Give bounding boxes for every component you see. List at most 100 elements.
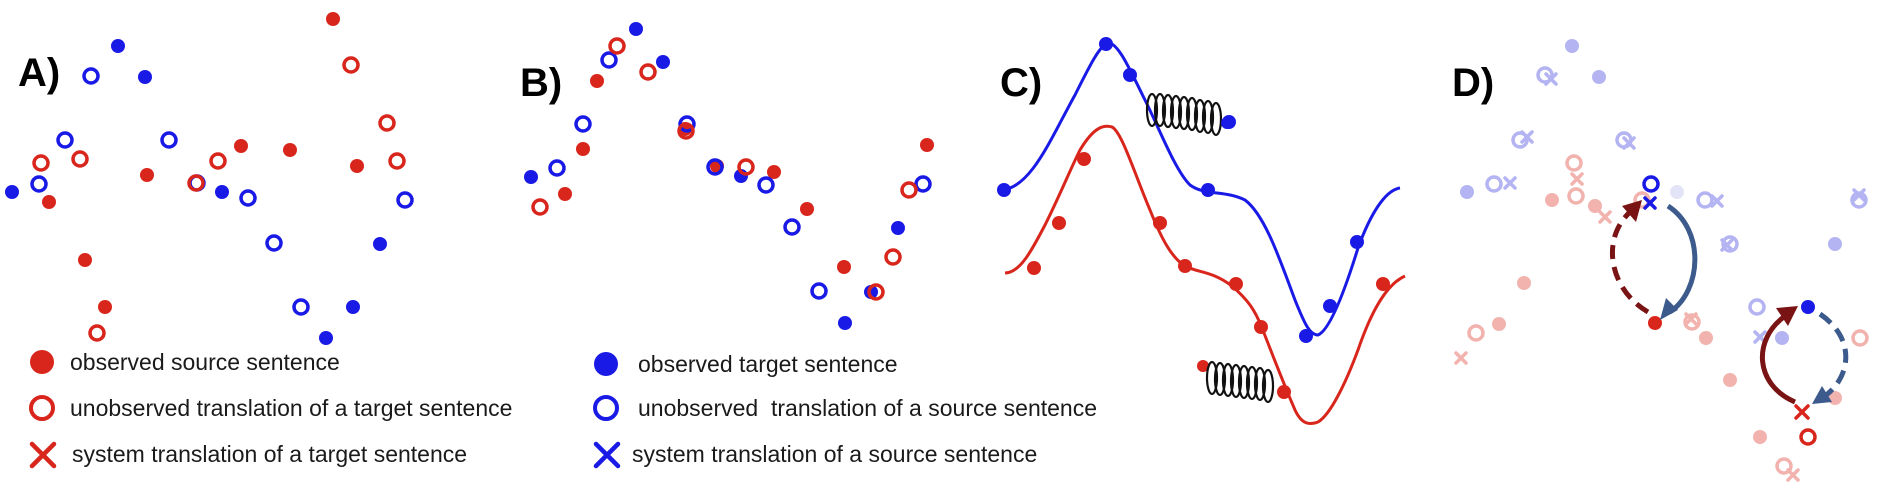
observed-target-point — [864, 285, 878, 299]
figure-mark — [1213, 361, 1227, 397]
panel-b: B) — [520, 22, 934, 330]
observed-target-point — [138, 70, 152, 84]
unobserved-target-translation-point — [531, 198, 549, 216]
source-curve — [1004, 124, 1406, 425]
observed-target-point — [629, 22, 643, 36]
observed-source-point — [1077, 152, 1091, 166]
legend-marker-unobserved-source-translation — [593, 395, 619, 421]
figure-mark — [1565, 154, 1583, 172]
observed-target-point — [997, 183, 1011, 197]
unobserved-source-translation-point — [600, 51, 618, 69]
observed-source-point — [234, 139, 248, 153]
unobserved-source-translation-point — [292, 298, 310, 316]
figure-mark — [1567, 187, 1585, 205]
unobserved-target-translation-point — [71, 150, 89, 168]
figure-mark — [1205, 360, 1219, 396]
unobserved-source-translation-point — [678, 115, 696, 133]
system-source-translation-point — [1643, 196, 1657, 210]
unobserved-source-translation-point — [30, 175, 48, 193]
observed-source-point — [326, 12, 340, 26]
arrow-dashed-down — [1818, 311, 1849, 401]
figure-mark — [1670, 185, 1684, 199]
observed-target-point — [1323, 299, 1337, 313]
figure-mark — [1775, 457, 1793, 475]
observed-source-point — [1254, 320, 1268, 334]
legend-label-unobserved-target-translation: unobserved translation of a target sente… — [70, 395, 512, 421]
observed-source-point — [98, 300, 112, 314]
unobserved-source-translation-point — [56, 131, 74, 149]
figure-mark — [1828, 237, 1842, 251]
unobserved-source-translation-point — [757, 176, 775, 194]
figure-mark — [1467, 324, 1485, 342]
figure-mark — [1503, 176, 1517, 190]
figure-mark — [1520, 130, 1534, 144]
observed-source-point — [1376, 277, 1390, 291]
figure-mark — [1812, 386, 1832, 404]
figure-mark — [1753, 430, 1767, 444]
unobserved-target-translation-point — [677, 122, 695, 140]
observed-target-point — [373, 237, 387, 251]
observed-source-point — [283, 143, 297, 157]
figure-mark — [1710, 194, 1724, 208]
observed-target-point — [215, 185, 229, 199]
figure-mark — [1454, 351, 1468, 365]
observed-target-point — [111, 39, 125, 53]
unobserved-target-translation-point — [388, 152, 406, 170]
observed-source-point — [800, 202, 814, 216]
legend-marker-unobserved-target-translation — [29, 395, 55, 421]
panel-b-points — [524, 22, 934, 330]
legend-label-system-source-translation: system translation of a source sentence — [632, 441, 1037, 467]
legend-item-observed-source: observed source sentence — [30, 349, 340, 375]
unobserved-source-translation-point — [1642, 175, 1660, 193]
figure-mark — [1177, 95, 1191, 131]
unobserved-target-translation-point — [209, 152, 227, 170]
figure-mark — [1851, 329, 1869, 347]
panel-c: C) — [997, 37, 1406, 425]
figure-mark — [1511, 131, 1529, 149]
unobserved-target-translation-point — [32, 154, 50, 172]
figure-mark — [1592, 70, 1606, 84]
observed-target-point — [1299, 329, 1313, 343]
legend-item-system-target-translation: system translation of a target sentence — [29, 441, 467, 469]
panel-c-label: C) — [1000, 61, 1042, 105]
unobserved-source-translation-point — [160, 131, 178, 149]
legend-marker-observed-source — [30, 350, 54, 374]
observed-target-point — [1099, 37, 1113, 51]
unobserved-source-translation-point — [396, 191, 414, 209]
observed-target-point — [5, 185, 19, 199]
figure-mark — [1485, 175, 1503, 193]
legend-label-system-target-translation: system translation of a target sentence — [72, 441, 467, 467]
target-curve — [999, 41, 1401, 337]
figure-mark — [1720, 238, 1734, 252]
observed-source-point — [1197, 360, 1209, 372]
unobserved-source-translation-point — [574, 115, 592, 133]
observed-target-point — [656, 55, 670, 69]
observed-target-point — [1801, 300, 1815, 314]
unobserved-target-translation-point — [639, 63, 657, 81]
unobserved-source-translation-point — [706, 158, 724, 176]
unobserved-target-translation-point — [737, 158, 755, 176]
unobserved-source-translation-point — [239, 189, 257, 207]
observed-target-point — [1201, 183, 1215, 197]
observed-source-point — [837, 260, 851, 274]
figure-mark — [1153, 92, 1167, 128]
observed-source-point — [558, 187, 572, 201]
figure-mark — [1683, 313, 1701, 331]
observed-source-point — [1178, 259, 1192, 273]
legend-item-system-source-translation: system translation of a source sentence — [593, 441, 1037, 469]
observed-source-point — [1648, 316, 1662, 330]
figure-mark — [1598, 210, 1612, 224]
legend-item-unobserved-source-translation: unobserved translation of a source sente… — [593, 395, 1097, 421]
spring-bottom — [1205, 360, 1275, 404]
observed-source-point — [767, 165, 781, 179]
arrow-solid-down — [1666, 203, 1698, 315]
figure-mark — [1660, 298, 1678, 320]
observed-source-point — [1027, 261, 1041, 275]
unobserved-source-translation-point — [548, 159, 566, 177]
figure-mark — [1221, 362, 1235, 398]
figure-mark — [1852, 188, 1866, 202]
observed-target-point — [1123, 68, 1137, 82]
legend-label-observed-source: observed source sentence — [70, 349, 340, 375]
observed-source-point — [350, 159, 364, 173]
